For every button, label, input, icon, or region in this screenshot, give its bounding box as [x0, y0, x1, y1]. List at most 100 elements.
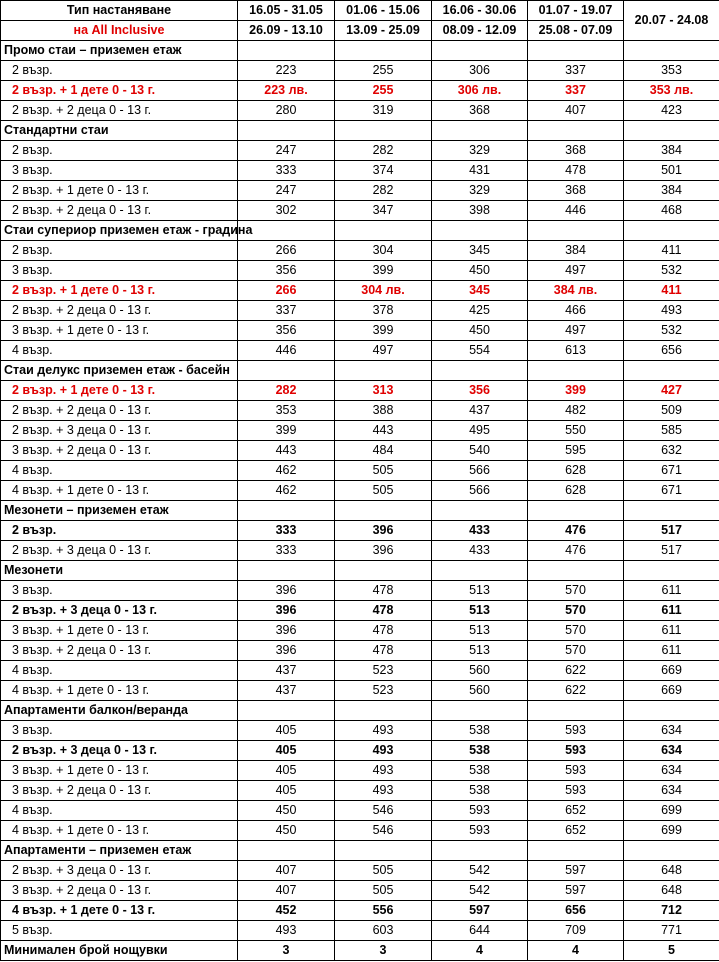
price: 532 — [623, 260, 719, 281]
period: 16.05 - 31.05 — [237, 0, 335, 21]
price: 450 — [431, 260, 528, 281]
price: 476 — [527, 520, 624, 541]
row: 4 възр. + 1 дете 0 - 13 г. 437 523 560 622 66… — [0, 680, 719, 701]
period: 26.09 - 13.10 — [237, 20, 335, 41]
price: 648 — [623, 860, 719, 881]
price: 595 — [527, 440, 624, 461]
price: 368 — [527, 180, 624, 201]
price: 570 — [527, 620, 624, 641]
row: 2 възр. + 3 деца 0 - 13 г. 396 478 513 570 61… — [0, 600, 719, 621]
price: 648 — [623, 880, 719, 901]
row: 3 възр. + 1 дете 0 - 13 г. 405 493 538 593 63… — [0, 760, 719, 781]
price: 560 — [431, 660, 528, 681]
price: 493 — [237, 920, 335, 941]
price: 337 — [527, 80, 624, 101]
price: 411 — [623, 280, 719, 301]
price: 405 — [237, 780, 335, 801]
row: 2 възр. + 2 деца 0 - 13 г. 353 388 437 482 50… — [0, 400, 719, 421]
section-title: Стандартни стаи — [0, 120, 238, 141]
price: 771 — [623, 920, 719, 941]
price: 405 — [237, 760, 335, 781]
row-label: 3 възр. + 2 деца 0 - 13 г. — [0, 440, 238, 461]
price: 437 — [237, 680, 335, 701]
price: 493 — [334, 780, 432, 801]
empty-cell — [623, 360, 719, 381]
header-title: Тип настаняване — [0, 0, 238, 21]
price: 396 — [334, 520, 432, 541]
price: 304 лв. — [334, 280, 432, 301]
price: 597 — [431, 900, 528, 921]
price: 4 — [527, 940, 624, 961]
price: 399 — [237, 420, 335, 441]
price: 634 — [623, 740, 719, 761]
price: 546 — [334, 800, 432, 821]
price: 656 — [623, 340, 719, 361]
price: 542 — [431, 880, 528, 901]
price: 628 — [527, 480, 624, 501]
price: 513 — [431, 580, 528, 601]
row: 2 възр. 223 255 306 337 353 — [0, 60, 719, 81]
price: 282 — [237, 380, 335, 401]
section-row: Стандартни стаи — [0, 120, 719, 141]
row-label: 5 възр. — [0, 920, 238, 941]
row: 3 възр. + 2 деца 0 - 13 г. 405 493 538 593 63… — [0, 780, 719, 801]
price: 396 — [237, 600, 335, 621]
price: 538 — [431, 780, 528, 801]
price: 538 — [431, 720, 528, 741]
empty-cell — [527, 840, 624, 861]
price: 712 — [623, 900, 719, 921]
price: 634 — [623, 760, 719, 781]
price: 497 — [527, 320, 624, 341]
price: 407 — [237, 860, 335, 881]
price: 433 — [431, 540, 528, 561]
price: 634 — [623, 780, 719, 801]
price: 556 — [334, 900, 432, 921]
price: 356 — [237, 260, 335, 281]
row-label: 4 възр. + 1 дете 0 - 13 г. — [0, 900, 238, 921]
price: 353 — [237, 400, 335, 421]
row-label: 2 възр. + 2 деца 0 - 13 г. — [0, 100, 238, 121]
row: 3 възр. 333 374 431 478 501 — [0, 160, 719, 181]
price: 593 — [431, 820, 528, 841]
row: 4 възр. + 1 дете 0 - 13 г. 462 505 566 628 67… — [0, 480, 719, 501]
row-label: 4 възр. — [0, 460, 238, 481]
empty-cell — [237, 560, 335, 581]
row: 2 възр. 333 396 433 476 517 — [0, 520, 719, 541]
row: 2 възр. + 3 деца 0 - 13 г. 405 493 538 593 63… — [0, 740, 719, 761]
row: 4 възр. 437 523 560 622 669 — [0, 660, 719, 681]
price: 523 — [334, 660, 432, 681]
row-label: 3 възр. + 2 деца 0 - 13 г. — [0, 780, 238, 801]
price: 411 — [623, 240, 719, 261]
empty-cell — [527, 220, 624, 241]
section-title: Мезонети – приземен етаж — [0, 500, 238, 521]
price: 497 — [527, 260, 624, 281]
price: 450 — [431, 320, 528, 341]
price: 407 — [237, 880, 335, 901]
price: 5 — [623, 940, 719, 961]
row: 2 възр. + 2 деца 0 - 13 г. 302 347 398 446 46… — [0, 200, 719, 221]
price: 304 — [334, 240, 432, 261]
price: 628 — [527, 460, 624, 481]
price: 611 — [623, 600, 719, 621]
row-label: 2 възр. + 3 деца 0 - 13 г. — [0, 740, 238, 761]
price: 374 — [334, 160, 432, 181]
empty-cell — [237, 120, 335, 141]
period: 16.06 - 30.06 — [431, 0, 528, 21]
row-label: 3 възр. — [0, 720, 238, 741]
price: 669 — [623, 660, 719, 681]
row: 3 възр. 356 399 450 497 532 — [0, 260, 719, 281]
price: 501 — [623, 160, 719, 181]
row: 2 възр. + 3 деца 0 - 13 г. 399 443 495 550 58… — [0, 420, 719, 441]
period: 13.09 - 25.09 — [334, 20, 432, 41]
price: 345 — [431, 280, 528, 301]
price: 302 — [237, 200, 335, 221]
price: 255 — [334, 60, 432, 81]
empty-cell — [623, 560, 719, 581]
section-row: Промо стаи – приземен етаж — [0, 40, 719, 61]
price: 347 — [334, 200, 432, 221]
row-label: 3 възр. + 1 дете 0 - 13 г. — [0, 320, 238, 341]
empty-cell — [623, 500, 719, 521]
price: 505 — [334, 880, 432, 901]
price: 313 — [334, 380, 432, 401]
